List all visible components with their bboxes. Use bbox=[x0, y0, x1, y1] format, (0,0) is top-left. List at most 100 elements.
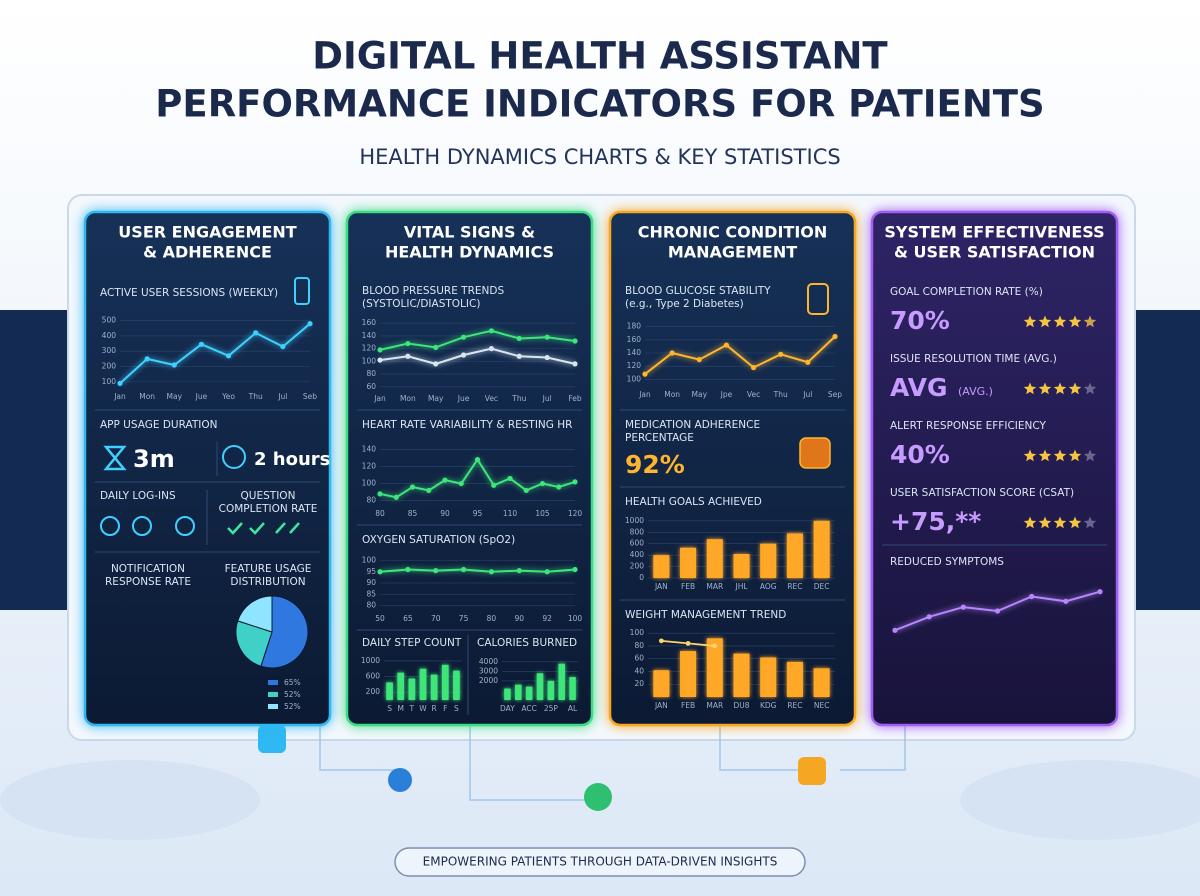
star bbox=[1053, 315, 1067, 328]
y-tick-label: 300 bbox=[102, 346, 117, 355]
point bbox=[405, 566, 411, 573]
y-tick-label: 100 bbox=[362, 479, 377, 488]
y-tick-label: 400 bbox=[102, 331, 117, 340]
point bbox=[523, 487, 529, 494]
point bbox=[516, 335, 522, 342]
star bbox=[1038, 315, 1052, 328]
clock-icon bbox=[222, 445, 246, 469]
point bbox=[377, 491, 383, 497]
stat-title: COMPLETION RATE bbox=[219, 503, 318, 515]
x-tick-label: 110 bbox=[503, 509, 518, 518]
y-tick-label: 0 bbox=[639, 573, 644, 582]
star bbox=[1083, 315, 1097, 328]
point bbox=[488, 328, 495, 334]
line bbox=[379, 568, 576, 573]
y-tick-label: 100 bbox=[630, 628, 645, 637]
x-tick-label: Jul bbox=[802, 390, 812, 399]
x-tick-label: Thu bbox=[511, 394, 526, 403]
y-tick-label: 400 bbox=[630, 550, 645, 559]
star bbox=[1038, 382, 1052, 395]
stat-title: QUESTION bbox=[241, 490, 296, 502]
rating bbox=[1023, 382, 1097, 395]
point bbox=[433, 344, 439, 350]
point bbox=[805, 359, 811, 365]
check-icon bbox=[132, 516, 152, 536]
legend-label: 52% bbox=[284, 702, 301, 711]
star bbox=[1068, 516, 1082, 529]
x-tick-label: R bbox=[432, 704, 437, 713]
stat-title: MEDICATION ADHERENCE bbox=[625, 419, 760, 431]
platform bbox=[0, 760, 260, 840]
rating bbox=[1023, 315, 1097, 328]
x-tick-label: 120 bbox=[568, 509, 583, 518]
point bbox=[723, 342, 730, 348]
panel bbox=[608, 210, 857, 727]
point bbox=[994, 608, 1001, 614]
bar bbox=[547, 680, 555, 700]
line bbox=[379, 347, 576, 365]
x-tick-label: Jul bbox=[542, 394, 552, 403]
star bbox=[1083, 382, 1097, 395]
panel-title: SYSTEM EFFECTIVENESS bbox=[884, 223, 1104, 242]
bar bbox=[786, 661, 803, 697]
bar bbox=[733, 653, 750, 697]
y-tick-label: 1000 bbox=[625, 516, 644, 525]
metric-value: AVG bbox=[890, 373, 948, 402]
legend-swatch bbox=[268, 692, 278, 697]
point bbox=[491, 482, 497, 488]
point bbox=[544, 334, 550, 340]
chart-title: HEART RATE VARIABILITY & RESTING HR bbox=[362, 419, 572, 431]
bar bbox=[813, 668, 830, 697]
point bbox=[144, 356, 150, 362]
x-tick-label: ACC bbox=[521, 704, 536, 713]
point bbox=[377, 357, 383, 363]
icon bbox=[584, 783, 612, 811]
x-tick-label: NEC bbox=[814, 701, 830, 710]
point bbox=[1097, 589, 1103, 595]
x-tick-label: REC bbox=[787, 701, 802, 710]
bar bbox=[441, 664, 449, 700]
legend-label: 52% bbox=[284, 690, 301, 699]
x-tick-label: MAR bbox=[706, 701, 723, 710]
x-tick-label: Jul bbox=[277, 392, 287, 401]
bar bbox=[558, 663, 565, 700]
x-tick-label: Mon bbox=[139, 392, 155, 401]
bar bbox=[430, 674, 438, 700]
x-tick-label: Jan bbox=[113, 392, 126, 401]
stat-title: PERCENTAGE bbox=[625, 432, 694, 444]
x-tick-label: T bbox=[409, 704, 415, 713]
line bbox=[119, 322, 311, 385]
chart-title: DAILY STEP COUNT bbox=[362, 637, 462, 649]
y-tick-label: 3000 bbox=[479, 666, 498, 675]
point bbox=[377, 347, 383, 353]
metric-title: ALERT RESPONSE EFFICIENCY bbox=[890, 420, 1047, 432]
x-tick-label: FEB bbox=[681, 701, 695, 710]
bar bbox=[419, 668, 427, 700]
title: DIGITAL HEALTH ASSISTANT bbox=[312, 35, 888, 78]
y-tick-label: 4000 bbox=[479, 657, 498, 666]
point bbox=[544, 569, 550, 575]
y-tick-label: 120 bbox=[362, 344, 377, 353]
x-tick-label: REC bbox=[787, 582, 802, 591]
line bbox=[379, 329, 576, 351]
star bbox=[1023, 315, 1037, 328]
bar bbox=[408, 678, 416, 700]
metric-suffix: (AVG.) bbox=[958, 385, 993, 398]
stat-value: 3m bbox=[133, 445, 175, 473]
bar bbox=[786, 533, 803, 578]
connector bbox=[319, 725, 906, 801]
metric-title: GOAL COMPLETION RATE (%) bbox=[890, 286, 1043, 298]
y-tick-label: 140 bbox=[627, 348, 642, 357]
y-tick-label: 80 bbox=[634, 641, 644, 650]
x-tick-label: 50 bbox=[375, 614, 385, 623]
point bbox=[642, 371, 648, 377]
point bbox=[198, 341, 205, 347]
star bbox=[1083, 516, 1097, 529]
pie-slice bbox=[260, 595, 309, 669]
y-tick-label: 20 bbox=[634, 679, 644, 688]
x-tick-label: 70 bbox=[431, 614, 441, 623]
legend-swatch bbox=[268, 680, 278, 685]
legend-swatch bbox=[268, 704, 278, 709]
y-tick-label: 100 bbox=[102, 377, 117, 386]
x-tick-label: 105 bbox=[535, 509, 550, 518]
